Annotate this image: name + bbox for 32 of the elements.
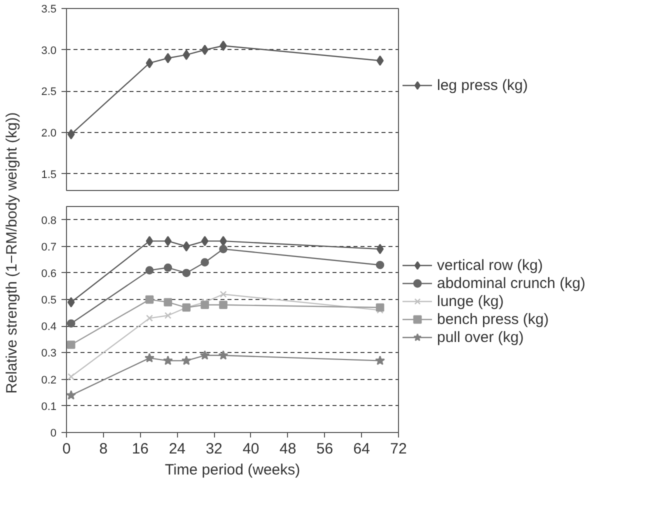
y-tick-label: 0.3: [41, 348, 57, 360]
x-tick-label: 56: [316, 440, 334, 458]
x-tick-label: 8: [99, 440, 108, 458]
x-tick-label: 48: [279, 440, 296, 458]
y-tick-label: 0.1: [41, 400, 57, 413]
legend-label: leg press (kg): [437, 76, 528, 94]
x-tick-label: 0: [62, 440, 71, 458]
x-tick-label: 72: [390, 440, 407, 458]
y-tick-label: 0.4: [41, 321, 57, 334]
y-tick-label: 0: [50, 428, 57, 440]
x-tick-label: 24: [168, 440, 186, 458]
y-tick-label: 2.0: [41, 128, 57, 140]
legend-label: abdominal crunch (kg): [437, 274, 586, 292]
x-tick-label: 64: [353, 440, 370, 458]
legend-label: pull over (kg): [437, 328, 524, 346]
legend-label: vertical row (kg): [437, 256, 543, 274]
x-tick-label: 32: [206, 440, 222, 458]
y-axis-title: Relative strength (1−RM/body weight (kg)): [4, 112, 20, 394]
y-tick-label: 1.5: [41, 168, 57, 181]
x-tick-label: 16: [132, 440, 149, 458]
legend-label: lunge (kg): [437, 292, 504, 310]
y-tick-label: 3.5: [41, 4, 57, 16]
y-tick-label: 3.0: [41, 44, 57, 57]
y-tick-label: 0.7: [41, 241, 57, 254]
x-axis-title: Time period (weeks): [164, 462, 300, 478]
legend-label: bench press (kg): [437, 310, 549, 328]
y-tick-label: 0.6: [41, 268, 57, 280]
y-tick-label: 0.2: [41, 374, 57, 386]
y-tick-label: 0.5: [41, 294, 57, 307]
x-tick-label: 40: [242, 440, 260, 458]
y-tick-label: 2.5: [41, 86, 57, 98]
y-tick-label: 0.8: [41, 214, 57, 227]
